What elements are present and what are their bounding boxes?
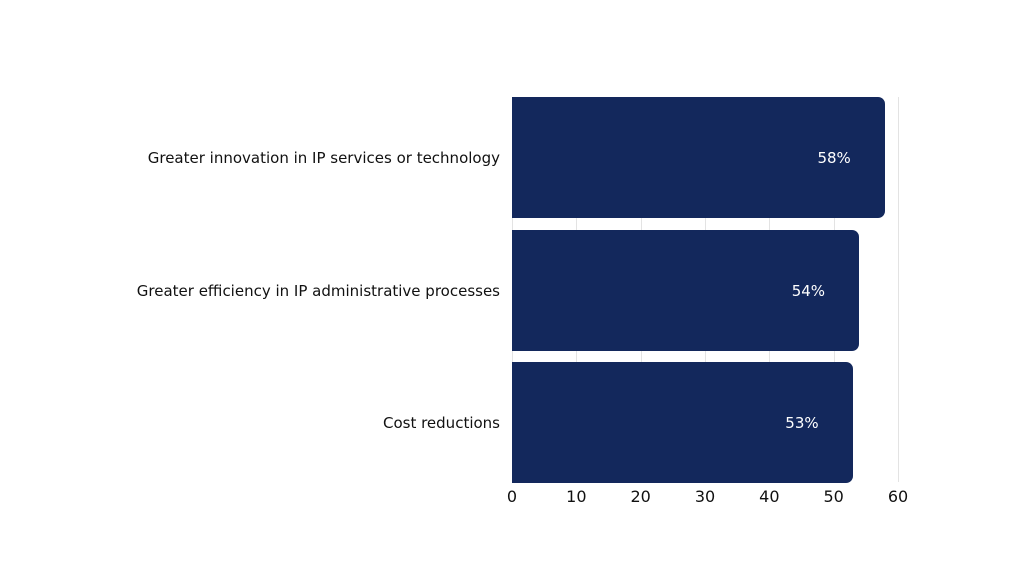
- category-label: Cost reductions: [383, 414, 500, 432]
- bar-value-label: 54%: [792, 282, 825, 300]
- x-tick-label: 60: [888, 487, 908, 506]
- category-label: Greater efficiency in IP administrative …: [137, 282, 500, 300]
- x-tick-label: 30: [695, 487, 715, 506]
- category-label: Greater innovation in IP services or tec…: [148, 149, 500, 167]
- x-tick-label: 0: [507, 487, 517, 506]
- x-tick-label: 10: [566, 487, 586, 506]
- bar-value-label: 53%: [785, 414, 818, 432]
- x-tick-label: 50: [823, 487, 843, 506]
- horizontal-bar-chart: 58% Greater innovation in IP services or …: [0, 0, 1024, 576]
- x-tick-label: 40: [759, 487, 779, 506]
- bar-value-label: 58%: [817, 149, 850, 167]
- x-tick-label: 20: [630, 487, 650, 506]
- gridline: [898, 97, 899, 482]
